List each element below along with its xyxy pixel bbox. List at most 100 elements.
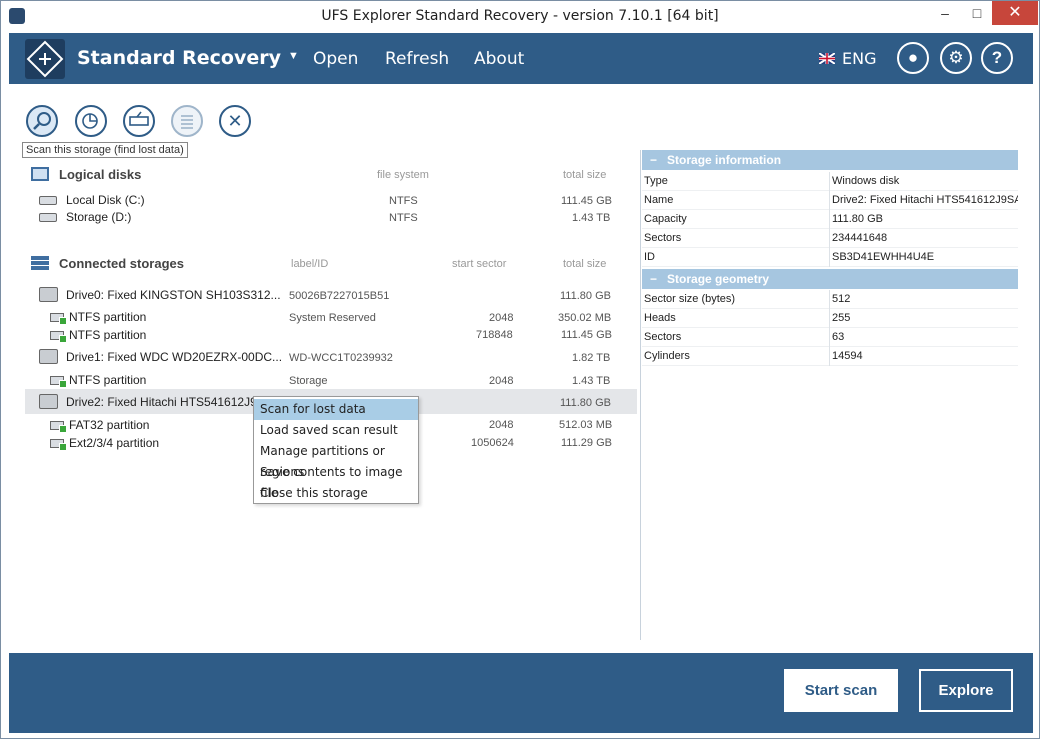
info-row: Sector size (bytes) 512 (642, 290, 1018, 309)
explore-button[interactable]: Explore (919, 669, 1013, 712)
drive0-row[interactable]: Drive0: Fixed KINGSTON SH103S312... (66, 288, 281, 302)
window-title: UFS Explorer Standard Recovery - version… (321, 8, 719, 24)
close-window-button[interactable]: ✕ (992, 1, 1038, 25)
maximize-button[interactable]: □ (972, 5, 982, 21)
info-value: 63 (832, 331, 845, 343)
menu-save-image[interactable]: Save contents to image file (260, 465, 403, 500)
partition-size: 111.45 GB (561, 329, 612, 341)
start-scan-button[interactable]: Start scan (784, 669, 898, 712)
drive-size: 111.80 GB (560, 397, 611, 409)
info-value: 234441648 (832, 232, 888, 244)
menu-open[interactable]: Open (313, 49, 359, 69)
storage-stack-icon (31, 256, 49, 271)
info-row: Capacity 111.80 GB (642, 210, 1018, 229)
tooltip: Scan this storage (find lost data) (22, 142, 188, 158)
list-icon[interactable] (171, 105, 203, 137)
brand-name: Standard Recovery (77, 47, 281, 69)
column-total-size: total size (563, 258, 607, 270)
partition-label: System Reserved (289, 312, 376, 324)
uk-flag-icon (818, 52, 836, 65)
partition-start: 2048 (489, 375, 514, 387)
connected-storages-title: Connected storages (59, 256, 184, 271)
gear-icon[interactable]: ⚙ (940, 42, 972, 74)
partition-row[interactable]: FAT32 partition (69, 418, 150, 432)
partition-start: 2048 (489, 419, 514, 431)
menu-scan-lost-data[interactable]: Scan for lost data (254, 399, 418, 420)
menu-about[interactable]: About (474, 49, 525, 69)
storage-geometry-title: Storage geometry (667, 272, 770, 286)
context-menu: Scan for lost data Load saved scan resul… (253, 396, 419, 504)
column-label-id: label/ID (291, 258, 329, 270)
partition-size: 350.02 MB (558, 312, 612, 324)
partition-start: 1050624 (471, 437, 514, 449)
partition-label: Storage (289, 375, 328, 387)
drive-size: 111.80 GB (560, 290, 611, 302)
partition-icon (50, 421, 67, 433)
disk-size: 111.45 GB (561, 195, 612, 207)
info-row: Name Drive2: Fixed Hitachi HTS541612J9SA0 (642, 191, 1018, 210)
info-value: SB3D41EWHH4U4E (832, 251, 935, 263)
storage-info-panel: − Storage information Type Windows disk N… (640, 150, 1018, 640)
info-value: 255 (832, 312, 851, 324)
partition-icon[interactable] (75, 105, 107, 137)
menu-load-scan-result[interactable]: Load saved scan result (260, 423, 398, 437)
info-value: 14594 (832, 350, 863, 362)
dropdown-arrow-icon[interactable]: ▼ (288, 50, 299, 62)
logical-disk-d[interactable]: Storage (D:) (66, 210, 132, 224)
info-row: Cylinders 14594 (642, 347, 1018, 366)
info-value: Windows disk (832, 175, 900, 187)
info-key: ID (644, 251, 655, 263)
menu-refresh[interactable]: Refresh (385, 49, 450, 69)
storage-info-header[interactable]: − Storage information (642, 150, 1018, 170)
footer-bar: Start scan Explore (9, 653, 1033, 733)
disk-icon (39, 213, 57, 222)
partition-start: 2048 (489, 312, 514, 324)
logical-disks-title: Logical disks (59, 167, 142, 182)
help-icon[interactable]: ? (981, 42, 1013, 74)
partition-row[interactable]: NTFS partition (69, 328, 147, 342)
info-row: Sectors 234441648 (642, 229, 1018, 248)
disk-size: 1.43 TB (572, 212, 611, 224)
hard-drive-icon (39, 349, 58, 364)
column-total-size: total size (563, 169, 607, 181)
column-file-system: file system (377, 169, 429, 181)
info-key: Cylinders (644, 350, 690, 362)
partition-icon (50, 376, 67, 388)
drive-label: WD-WCC1T0239932 (289, 352, 393, 364)
info-key: Heads (644, 312, 676, 324)
disk-icon (39, 196, 57, 205)
partition-icon (50, 439, 67, 451)
info-key: Type (644, 175, 668, 187)
info-key: Capacity (644, 213, 687, 225)
disk-fs: NTFS (389, 212, 418, 224)
menu-manage-partitions[interactable]: Manage partitions or regions (260, 444, 385, 479)
storage-geometry-header[interactable]: − Storage geometry (642, 269, 1018, 289)
disk-image-icon[interactable] (123, 105, 155, 137)
storage-info-title: Storage information (667, 153, 782, 167)
close-storage-icon[interactable]: ✕ (219, 105, 251, 137)
info-row: Type Windows disk (642, 172, 1018, 191)
scan-storage-icon[interactable] (26, 105, 58, 137)
partition-row[interactable]: Ext2/3/4 partition (69, 436, 160, 450)
app-header: Standard Recovery ▼ Open Refresh About E… (9, 33, 1033, 84)
title-bar: UFS Explorer Standard Recovery - version… (1, 1, 1039, 32)
logical-disk-c[interactable]: Local Disk (C:) (66, 193, 145, 207)
logo-icon (25, 39, 65, 79)
info-key: Name (644, 194, 674, 206)
partition-row[interactable]: NTFS partition (69, 310, 147, 324)
minimize-button[interactable]: – (941, 5, 949, 21)
info-row: Heads 255 (642, 309, 1018, 328)
user-icon[interactable]: ● (897, 42, 929, 74)
partition-size: 1.43 TB (572, 375, 611, 387)
drive1-row[interactable]: Drive1: Fixed WDC WD20EZRX-00DC... (66, 350, 283, 364)
menu-close-storage[interactable]: Close this storage (260, 486, 368, 500)
drive-label: 50026B7227015B51 (289, 290, 390, 302)
language-selector[interactable]: ENG (842, 49, 877, 68)
info-key: Sectors (644, 331, 682, 343)
hard-drive-icon (39, 287, 58, 302)
info-value: 111.80 GB (832, 213, 883, 225)
info-value: 512 (832, 293, 851, 305)
drive2-row[interactable]: Drive2: Fixed Hitachi HTS541612J9 (66, 395, 257, 409)
partition-row[interactable]: NTFS partition (69, 373, 147, 387)
